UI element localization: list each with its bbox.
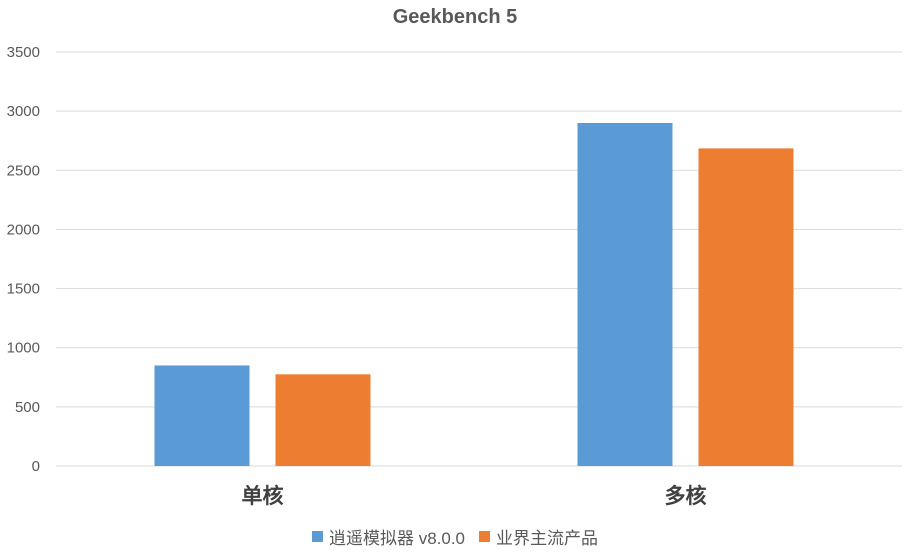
chart-title: Geekbench 5 xyxy=(392,6,518,28)
y-tick-label: 0 xyxy=(32,458,40,475)
legend-label-series-0: 逍遥模拟器 v8.0.0 xyxy=(328,529,466,548)
bar-series-0-category-0 xyxy=(154,365,250,466)
x-category-label: 多核 xyxy=(665,484,707,508)
y-tick-label: 2000 xyxy=(7,221,40,238)
bar-series-1-category-0 xyxy=(275,374,371,466)
y-tick-label: 3000 xyxy=(7,103,40,120)
legend-item-series-1: 业界主流产品 xyxy=(479,524,598,549)
legend-item-series-0: 逍遥模拟器 v8.0.0 xyxy=(311,524,466,549)
y-tick-label: 1500 xyxy=(7,281,40,298)
bar-series-1-category-1 xyxy=(698,148,794,466)
y-tick-label: 1000 xyxy=(7,340,40,357)
plot-area: 0 500 1000 1500 2000 2500 3000 3500 单核 多核 xyxy=(7,44,902,508)
y-tick-label: 500 xyxy=(15,399,40,416)
bar-series-0-category-1 xyxy=(577,122,673,466)
legend-swatch-series-0 xyxy=(311,531,323,542)
legend-label-series-1: 业界主流产品 xyxy=(496,529,599,548)
legend-swatch-series-1 xyxy=(479,531,491,542)
x-category-label: 单核 xyxy=(242,484,284,508)
y-tick-label: 2500 xyxy=(7,162,40,179)
y-tick-label: 3500 xyxy=(7,44,40,61)
legend: 逍遥模拟器 v8.0.0 业界主流产品 xyxy=(0,524,910,549)
